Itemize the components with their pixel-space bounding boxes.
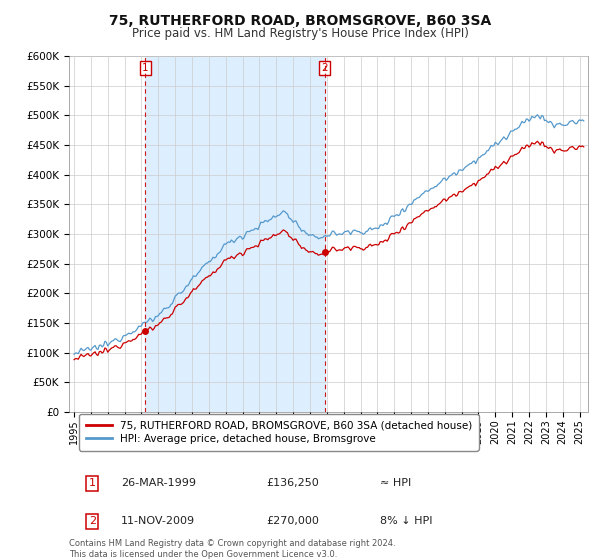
Text: ≈ HPI: ≈ HPI [380,478,412,488]
Text: 2: 2 [322,63,328,73]
Bar [145,56,325,412]
Text: 1: 1 [89,478,96,488]
Text: 26-MAR-1999: 26-MAR-1999 [121,478,196,488]
Text: 75, RUTHERFORD ROAD, BROMSGROVE, B60 3SA: 75, RUTHERFORD ROAD, BROMSGROVE, B60 3SA [109,14,491,28]
Text: £270,000: £270,000 [266,516,319,526]
Text: 2: 2 [89,516,96,526]
Text: 11-NOV-2009: 11-NOV-2009 [121,516,195,526]
Text: 8% ↓ HPI: 8% ↓ HPI [380,516,433,526]
Text: 1: 1 [142,63,149,73]
Text: Price paid vs. HM Land Registry's House Price Index (HPI): Price paid vs. HM Land Registry's House … [131,27,469,40]
Text: £136,250: £136,250 [266,478,319,488]
Text: Contains HM Land Registry data © Crown copyright and database right 2024.
This d: Contains HM Land Registry data © Crown c… [69,539,395,559]
Legend: 75, RUTHERFORD ROAD, BROMSGROVE, B60 3SA (detached house), HPI: Average price, d: 75, RUTHERFORD ROAD, BROMSGROVE, B60 3SA… [79,414,479,451]
